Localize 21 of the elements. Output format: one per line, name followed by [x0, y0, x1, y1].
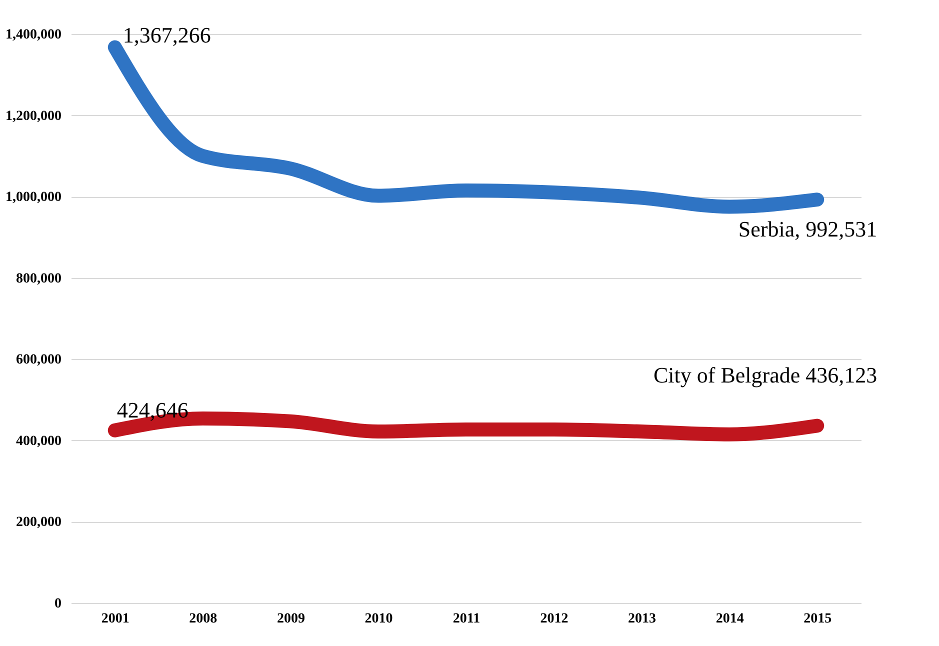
y-tick-label: 1,200,000 — [6, 108, 62, 124]
annotation: 424,646 — [116, 397, 188, 422]
x-tick-label: 2001 — [101, 612, 130, 626]
y-tick-label: 800,000 — [16, 271, 62, 286]
x-tick-label: 2015 — [804, 612, 832, 626]
y-tick-label: 400,000 — [16, 434, 62, 449]
x-tick-label: 2008 — [189, 612, 218, 626]
y-tick-label: 600,000 — [16, 352, 62, 368]
x-tick-label: 2012 — [540, 612, 568, 626]
x-tick-label: 2014 — [716, 612, 744, 626]
x-tick-label: 2009 — [276, 612, 305, 626]
y-tick-label: 200,000 — [16, 515, 62, 530]
annotation: City of Belgrade 436,123 — [653, 362, 878, 388]
annotation: Serbia, 992,531 — [738, 216, 878, 242]
x-tick-label: 2010 — [364, 612, 393, 626]
y-tick-label: 1,000,000 — [6, 190, 62, 206]
y-tick-label: 0 — [54, 596, 62, 612]
x-tick-label: 2013 — [628, 612, 656, 626]
y-tick-label: 1,400,000 — [6, 28, 62, 42]
annotation: 1,367,266 — [122, 22, 211, 48]
x-tick-label: 2011 — [452, 612, 480, 626]
